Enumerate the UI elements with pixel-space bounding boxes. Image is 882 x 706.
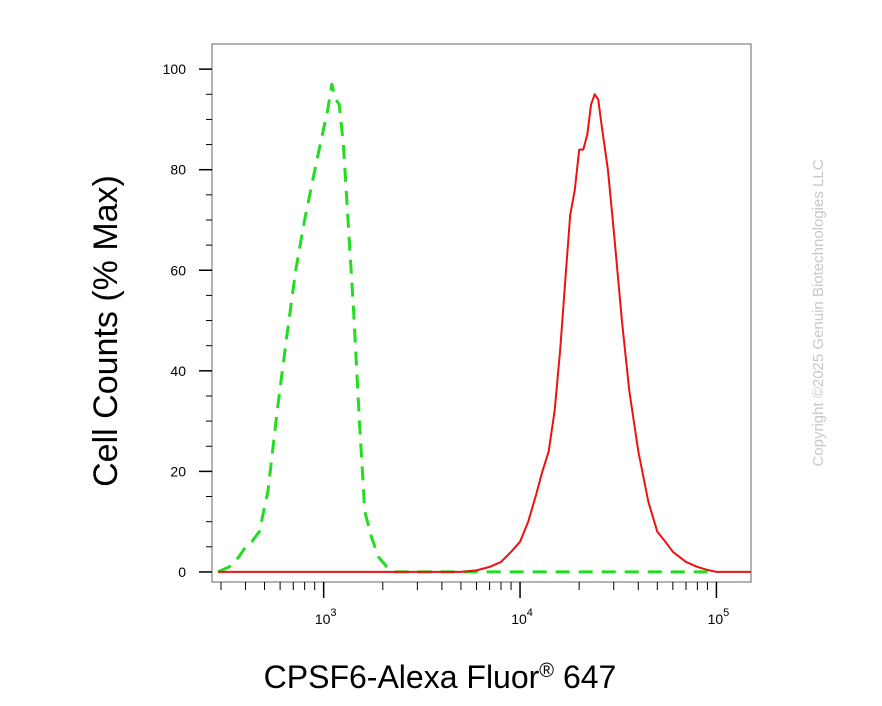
x-axis-title: CPSF6-Alexa Fluor® 647	[264, 659, 617, 695]
y-tick-label: 100	[163, 61, 187, 77]
x-tick-label: 103	[315, 607, 337, 627]
plot-frame	[211, 43, 752, 583]
registered-mark: ®	[539, 660, 554, 682]
y-tick-label: 0	[178, 564, 186, 580]
y-tick-label: 20	[170, 463, 186, 479]
copyright-watermark: Copyright ©2025 Genuin Biotechnologies L…	[810, 159, 827, 466]
x-tick-label: 104	[511, 607, 533, 627]
x-axis-title-main: CPSF6-Alexa Fluor	[264, 659, 540, 695]
y-tick-label: 80	[170, 162, 186, 178]
y-axis: 0 20 40 60 80 100	[163, 61, 212, 580]
x-tick-label: 105	[708, 607, 730, 627]
x-axis: 103 104 105	[220, 582, 730, 627]
y-tick-label: 60	[170, 262, 186, 278]
series-line-2	[218, 93, 751, 573]
y-tick-label: 40	[170, 363, 186, 379]
x-axis-title-suffix: 647	[554, 659, 616, 695]
series-lines	[217, 82, 751, 574]
y-axis-title: Cell Counts (% Max)	[87, 175, 125, 487]
